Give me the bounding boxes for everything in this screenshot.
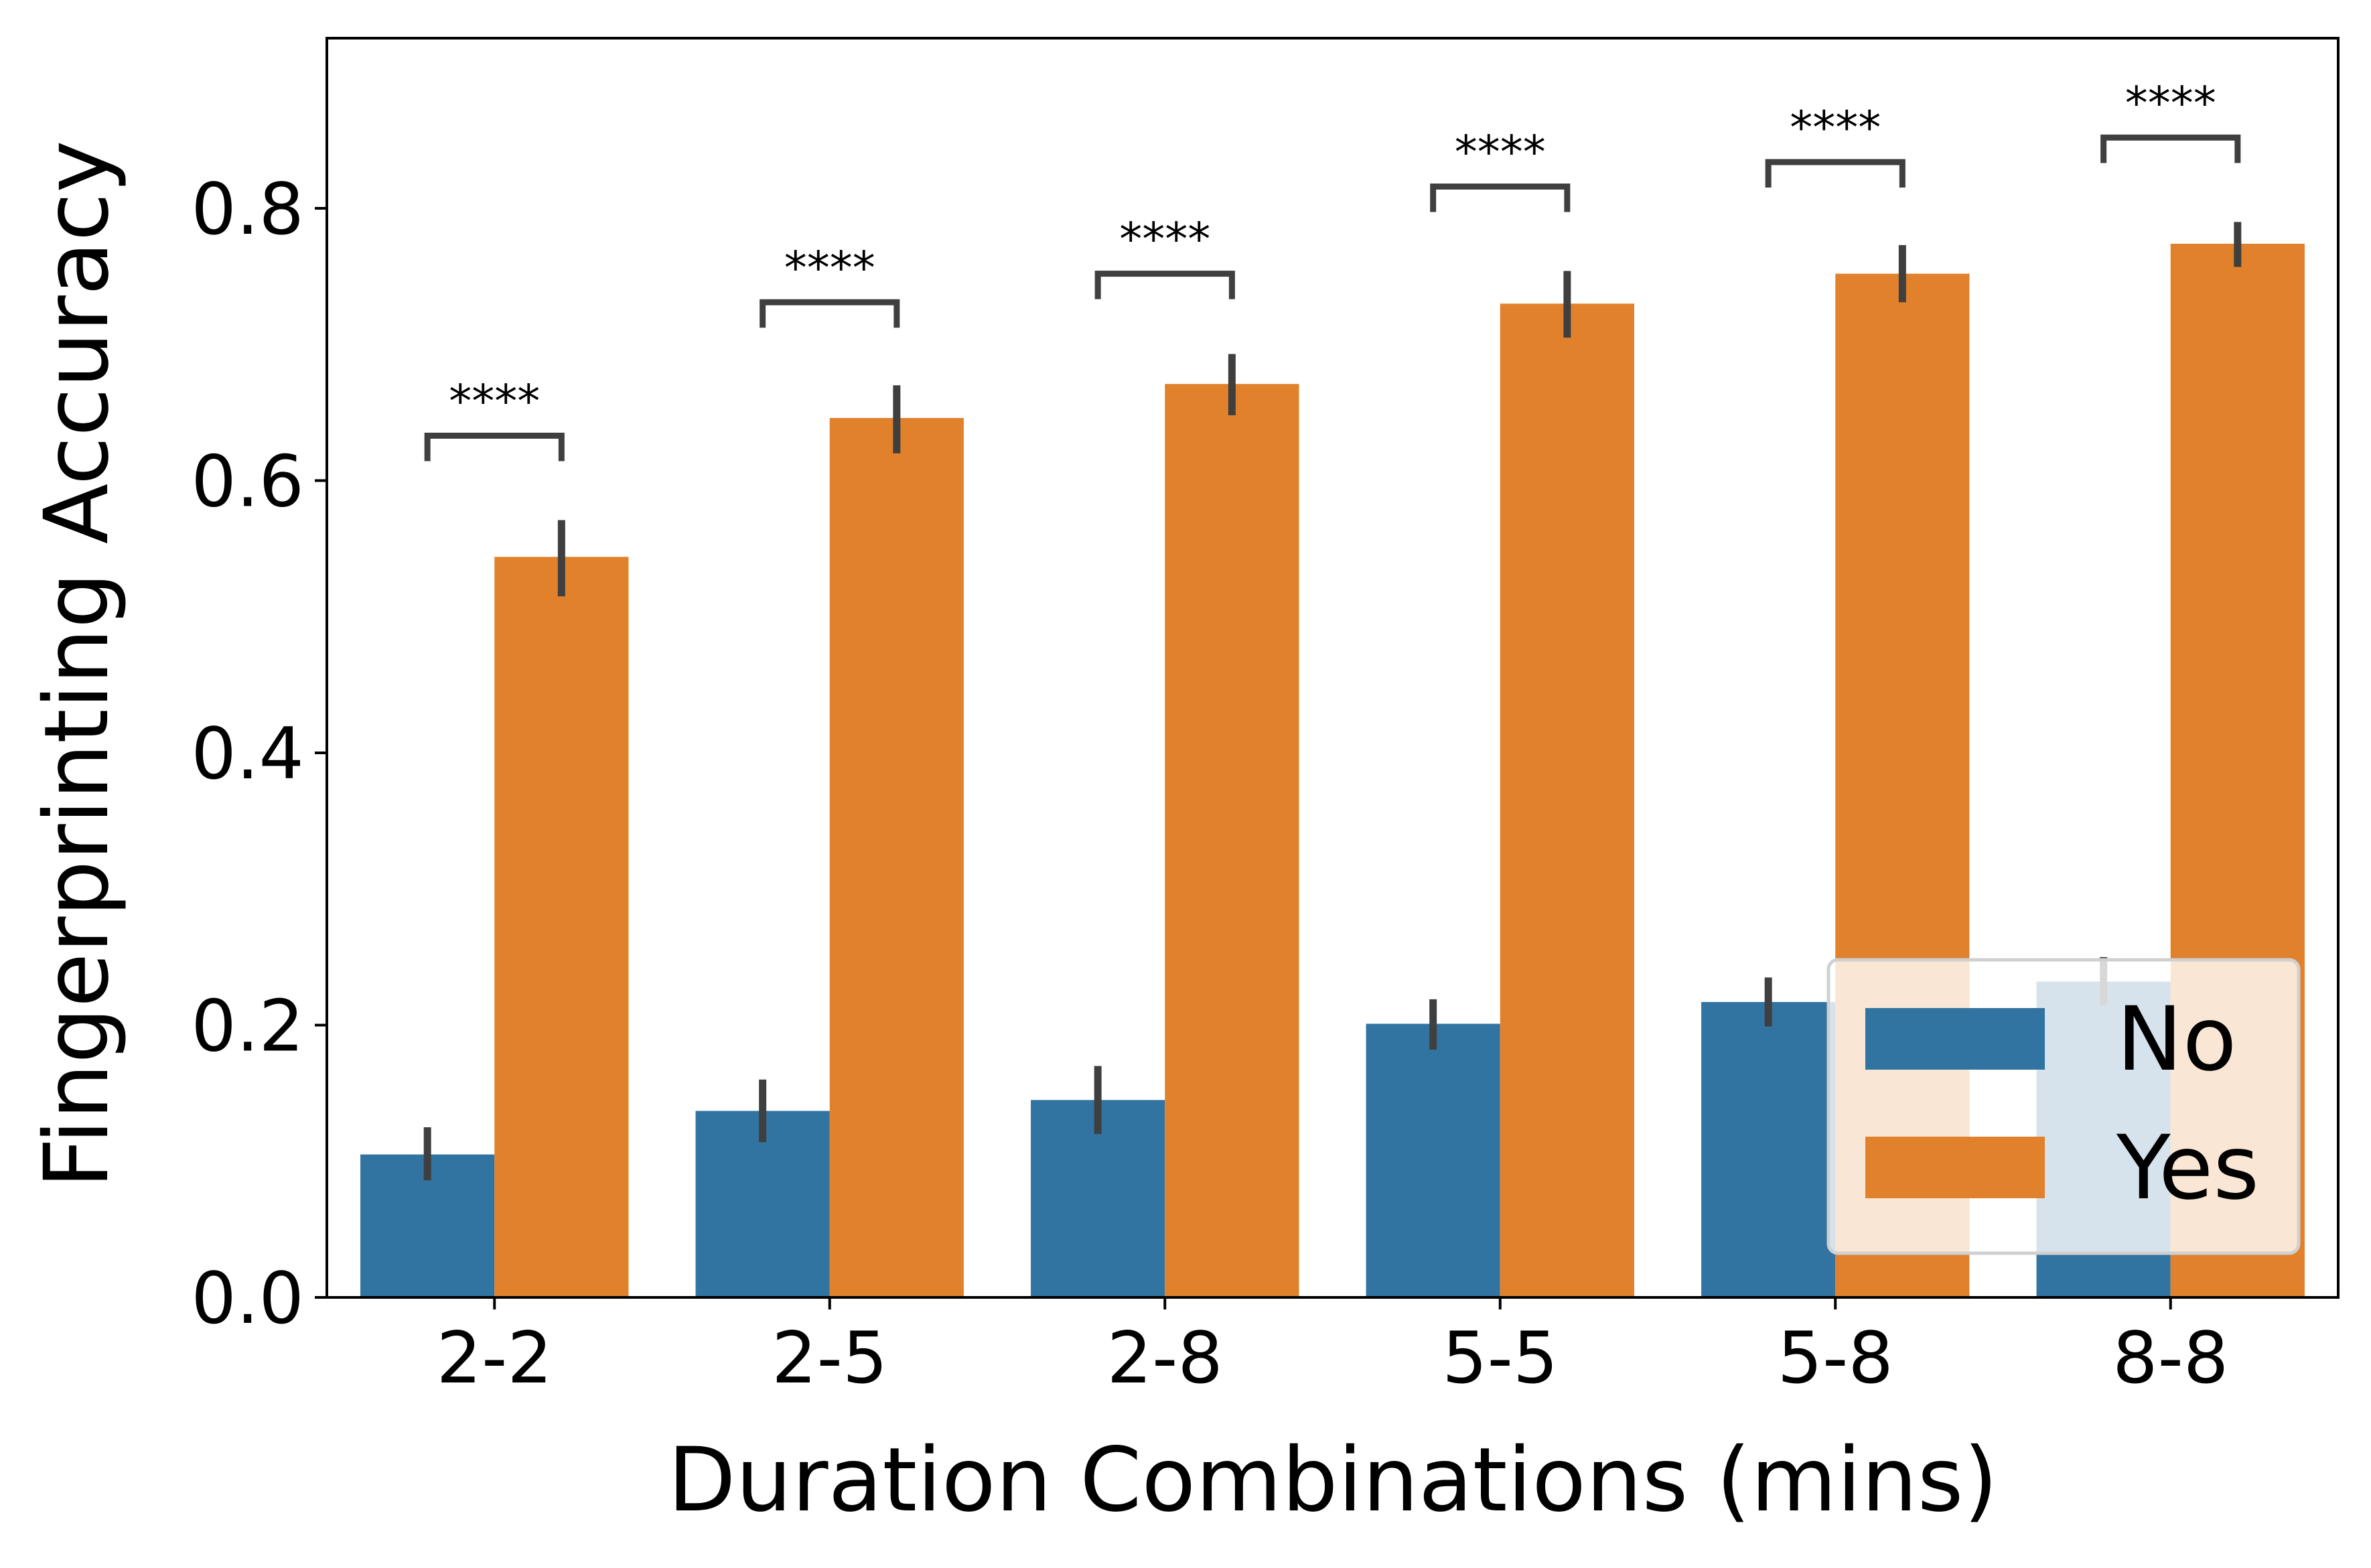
- plot-frame: [326, 37, 2340, 1299]
- bar-yes-2-2: [494, 557, 629, 1298]
- significance-bracket-5-8: [1765, 159, 1906, 188]
- y-tick-label-0.4: 0.4: [191, 713, 304, 795]
- significance-bracket-8-8: [2100, 134, 2241, 163]
- significance-bracket-2-5: [760, 299, 900, 328]
- legend: No Yes: [1826, 958, 2301, 1255]
- significance-label-5-5: ****: [1455, 127, 1546, 180]
- axes-layer: 0.0 0.2 0.4 0.6 0.8 2-2 2-5 2-8 5-5 5-8 8-8: [191, 37, 2340, 1399]
- significance-label-8-8: ****: [2125, 77, 2216, 130]
- x-tick-label-5-8: 5-8: [1778, 1317, 1893, 1399]
- bar-no-5-8: [1701, 1001, 1836, 1297]
- y-tick-label-0.0: 0.0: [191, 1257, 304, 1340]
- y-tick-label-0.2: 0.2: [191, 985, 304, 1068]
- legend-label-yes: Yes: [2116, 1117, 2259, 1220]
- x-axis-label: Duration Combinations (mins): [668, 1429, 1998, 1532]
- legend-swatch-yes: [1865, 1137, 2045, 1198]
- bar-no-5-5: [1366, 1023, 1500, 1297]
- x-tick-label-2-5: 2-5: [772, 1317, 887, 1399]
- significance-bracket-5-5: [1430, 184, 1571, 212]
- bar-yes-2-5: [829, 418, 964, 1298]
- bar-yes-5-5: [1500, 303, 1634, 1297]
- significance-label-5-8: ****: [1790, 102, 1881, 155]
- bars-layer: [360, 243, 2305, 1298]
- significance-label-2-8: ****: [1119, 214, 1210, 267]
- significance-label-2-5: ****: [784, 242, 875, 295]
- y-tick-label-0.8: 0.8: [191, 168, 304, 251]
- x-tick-label-8-8: 8-8: [2112, 1317, 2228, 1399]
- significance-bracket-2-8: [1094, 271, 1235, 299]
- y-axis-label: Fingerprinting Accuracy: [25, 141, 129, 1189]
- x-tick-label-2-2: 2-2: [437, 1317, 553, 1399]
- bar-yes-2-8: [1165, 384, 1299, 1298]
- y-tick-label-0.6: 0.6: [191, 441, 304, 523]
- x-tick-label-5-5: 5-5: [1442, 1317, 1558, 1399]
- legend-label-no: No: [2116, 988, 2237, 1091]
- significance-layer: **** **** **** **** **** ****: [424, 77, 2241, 461]
- legend-swatch-no: [1865, 1008, 2045, 1070]
- significance-bracket-2-2: [424, 432, 565, 461]
- x-tick-label-2-8: 2-8: [1107, 1317, 1223, 1399]
- significance-label-2-2: ****: [449, 375, 540, 428]
